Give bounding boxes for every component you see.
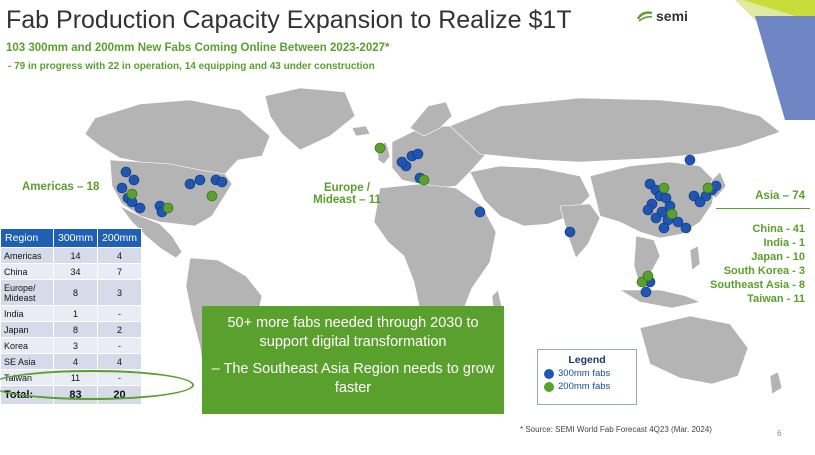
legend-label-300mm: 300mm fabs	[558, 368, 611, 379]
asia-divider	[716, 208, 810, 209]
table-cell-300mm: 1	[52, 305, 99, 322]
semi-logo-icon	[636, 11, 653, 22]
corner-decoration	[735, 0, 815, 120]
asia-item-india: India - 1	[763, 237, 805, 249]
green-dot-icon	[544, 381, 554, 392]
semi-logo: semi	[636, 8, 688, 24]
table-cell-300mm: 8	[52, 279, 99, 306]
table-cell-200mm: -	[97, 337, 143, 354]
table-row: SE Asia 4 4	[0, 353, 143, 370]
asia-breakdown-list: China - 41 India - 1 Japan - 10 South Ko…	[710, 222, 805, 306]
table-cell-region: Europe/ Mideast	[0, 279, 54, 306]
callout-line2: – The Southeast Asia Region needs to gro…	[211, 361, 495, 396]
slide-subtitle-detail: - 79 in progress with 22 in operation, 1…	[8, 61, 375, 72]
table-cell-200mm: 2	[97, 321, 143, 338]
table-header-300mm: 300mm	[52, 228, 99, 248]
source-note: * Source: SEMI World Fab Forecast 4Q23 (…	[520, 425, 712, 434]
asia-item-taiwan: Taiwan - 11	[747, 293, 805, 305]
se-asia-highlight-ellipse	[0, 370, 194, 400]
table-cell-region: China	[0, 263, 54, 280]
table-row: Japan 8 2	[0, 321, 143, 338]
table-cell-200mm: 7	[97, 263, 143, 280]
region-label-europe-line1: Europe /	[323, 182, 370, 194]
table-cell-300mm: 3	[52, 337, 99, 354]
table-cell-200mm: -	[97, 305, 143, 322]
table-cell-region: Japan	[0, 321, 54, 338]
table-cell-300mm: 8	[52, 321, 99, 338]
table-cell-region: Americas	[0, 247, 54, 264]
table-cell-200mm: 4	[97, 353, 143, 370]
region-label-europe: Europe / Mideast – 11	[302, 182, 392, 206]
map-legend: Legend 300mm fabs 200mm fabs	[537, 349, 637, 405]
table-row: India 1 -	[0, 305, 143, 322]
table-cell-300mm: 34	[52, 263, 99, 280]
callout-line1: 50+ more fabs needed through 2030 to sup…	[227, 315, 479, 350]
region-label-asia: Asia – 74	[755, 190, 805, 202]
legend-label-200mm: 200mm fabs	[558, 381, 611, 392]
table-header-200mm: 200mm	[97, 228, 143, 248]
table-cell-200mm: 4	[97, 247, 143, 264]
asia-item-southeast-asia: Southeast Asia - 8	[710, 279, 805, 291]
table-cell-region: SE Asia	[0, 353, 54, 370]
callout-box: 50+ more fabs needed through 2030 to sup…	[202, 306, 504, 414]
table-row: Americas 14 4	[0, 247, 143, 264]
table-row: Europe/ Mideast 8 3	[0, 279, 143, 306]
page-number: 6	[777, 429, 782, 438]
table-cell-300mm: 4	[52, 353, 99, 370]
semi-logo-text: semi	[656, 8, 688, 24]
table-cell-region: Korea	[0, 337, 54, 354]
table-cell-300mm: 14	[52, 247, 99, 264]
region-label-europe-line2: Mideast – 11	[313, 194, 381, 206]
table-header-row: Region 300mm 200mm	[0, 228, 143, 248]
legend-title: Legend	[568, 354, 606, 366]
slide-subtitle: 103 300mm and 200mm New Fabs Coming Onli…	[6, 42, 390, 54]
slide-title: Fab Production Capacity Expansion to Rea…	[6, 6, 572, 34]
region-label-americas: Americas – 18	[22, 181, 100, 193]
table-header-region: Region	[0, 228, 54, 248]
asia-item-china: China - 41	[752, 223, 805, 235]
table-cell-200mm: 3	[97, 279, 143, 306]
table-row: China 34 7	[0, 263, 143, 280]
legend-item-200mm: 200mm fabs	[544, 381, 630, 392]
legend-item-300mm: 300mm fabs	[544, 368, 630, 379]
asia-item-south-korea: South Korea - 3	[723, 265, 805, 277]
table-cell-region: India	[0, 305, 54, 322]
blue-dot-icon	[544, 368, 554, 379]
table-row: Korea 3 -	[0, 337, 143, 354]
asia-item-japan: Japan - 10	[751, 251, 805, 263]
